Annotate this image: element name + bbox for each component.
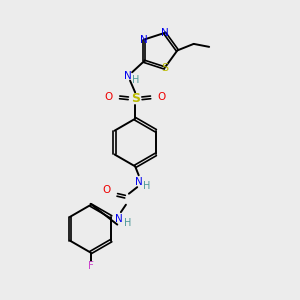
Text: S: S bbox=[161, 63, 168, 73]
Text: N: N bbox=[124, 70, 132, 80]
Text: N: N bbox=[161, 28, 169, 38]
Text: N: N bbox=[115, 214, 123, 224]
Text: F: F bbox=[88, 261, 94, 271]
Text: O: O bbox=[103, 184, 111, 194]
Text: H: H bbox=[143, 181, 151, 191]
Text: O: O bbox=[158, 92, 166, 102]
Text: N: N bbox=[135, 177, 142, 187]
Text: S: S bbox=[130, 92, 140, 105]
Text: H: H bbox=[132, 75, 140, 85]
Text: N: N bbox=[140, 34, 148, 45]
Text: H: H bbox=[124, 218, 131, 228]
Text: O: O bbox=[105, 92, 113, 102]
